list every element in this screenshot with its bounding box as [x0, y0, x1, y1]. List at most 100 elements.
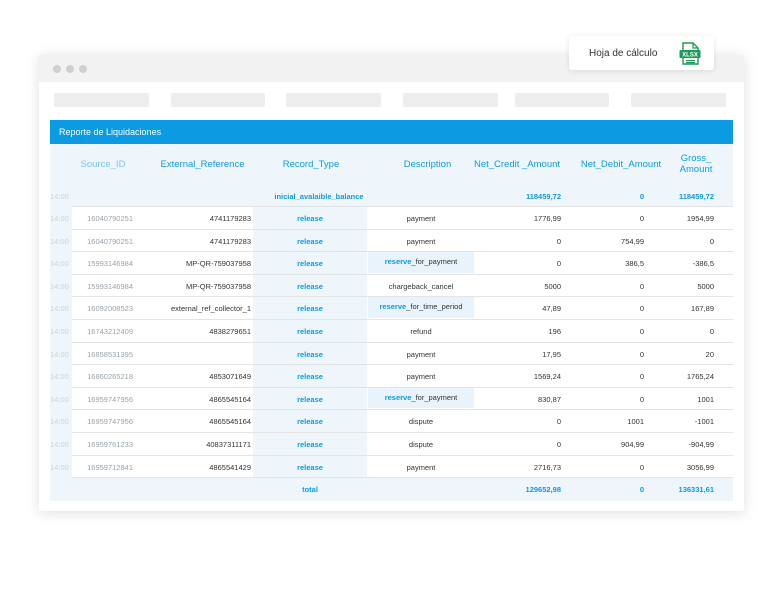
report-title: Reporte de Liquidaciones — [59, 127, 162, 137]
row-record-type: release — [297, 440, 323, 449]
total-label: total — [302, 485, 318, 494]
row-divider — [72, 296, 733, 298]
row-divider — [72, 273, 733, 275]
row-record-type: release — [297, 304, 323, 314]
row-net-debit: 754,99 — [621, 236, 644, 246]
row-description: payment — [406, 462, 436, 472]
row-time: 14:00 — [50, 440, 69, 449]
row-net-debit: 0 — [639, 372, 644, 382]
row-net-credit: 47,89 — [542, 304, 561, 314]
row-time: 14:00 — [50, 394, 69, 404]
spreadsheet-label: Hoja de cálculo — [589, 48, 658, 59]
row-divider — [72, 477, 733, 479]
row-gross: 3056,99 — [686, 462, 714, 472]
row-record-type: release — [297, 327, 323, 336]
toolbar-placeholder-2 — [171, 93, 265, 107]
spreadsheet-download-card[interactable]: Hoja de cálculo XLSX — [569, 36, 714, 70]
row-divider — [72, 341, 733, 343]
row-record-type: release — [297, 372, 323, 382]
row-source-id: 16959761233 — [87, 440, 133, 449]
initial-net-debit: 0 — [639, 192, 644, 201]
row-divider — [72, 206, 733, 207]
header-source-id[interactable]: Source_ID — [80, 158, 126, 170]
row-description: payment — [406, 236, 436, 246]
time-column-shade — [50, 144, 72, 501]
row-time: 14:00 — [50, 236, 69, 246]
svg-text:XLSX: XLSX — [682, 52, 698, 58]
row-record-type: release — [297, 259, 323, 269]
row-time: 14:00 — [50, 214, 69, 223]
header-net-debit[interactable]: Net_Debit_Amount — [580, 158, 662, 170]
window-dot-2[interactable] — [66, 65, 74, 73]
row-gross: -904,99 — [688, 440, 714, 449]
row-source-id: 16040790251 — [87, 236, 133, 246]
row-time: 14:00 — [50, 349, 69, 359]
row-external-reference: 4838279651 — [209, 327, 251, 336]
header-net-credit[interactable]: Net_Credit _Amount — [473, 158, 561, 170]
toolbar-placeholder-6 — [631, 93, 726, 107]
row-external-reference: MP-QR-759037958 — [185, 281, 251, 291]
row-description-keyword: reserve — [379, 302, 407, 312]
row-record-type: release — [297, 236, 323, 246]
row-record-type: release — [297, 394, 323, 404]
row-external-reference: MP-QR-759037958 — [185, 259, 251, 269]
row-external-reference: 4865541429 — [209, 462, 251, 472]
row-net-credit: 0 — [556, 440, 561, 449]
row-description-text: _for_payment — [411, 257, 458, 267]
row-net-credit: 830,87 — [538, 394, 561, 404]
row-net-credit: 0 — [556, 417, 561, 427]
row-net-credit: 196 — [548, 327, 561, 336]
row-source-id: 16858531395 — [87, 349, 133, 359]
row-divider — [72, 432, 733, 433]
row-external-reference: 4741179283 — [209, 214, 251, 223]
row-external-reference: 40837311171 — [206, 440, 251, 449]
row-net-debit: 0 — [639, 214, 644, 223]
row-source-id: 16743212409 — [87, 327, 133, 336]
initial-gross: 118459,72 — [678, 192, 714, 201]
row-net-credit: 0 — [556, 259, 561, 269]
header-record-type[interactable]: Record_Type — [282, 158, 340, 170]
row-description: payment — [406, 214, 436, 223]
row-source-id: 16860265218 — [87, 372, 133, 382]
xlsx-file-icon[interactable]: XLSX — [679, 42, 701, 66]
row-time: 14:00 — [50, 304, 69, 314]
row-divider — [72, 454, 733, 456]
header-external-reference[interactable]: External_Reference — [160, 158, 245, 170]
row-time: 14:00 — [50, 281, 69, 291]
row-net-debit: 0 — [639, 327, 644, 336]
row-time: 14:00 — [50, 462, 69, 472]
row-divider — [72, 409, 733, 411]
row-description: payment — [406, 372, 436, 382]
row-gross: 1765,24 — [686, 372, 714, 382]
row-record-type: release — [297, 462, 323, 472]
row-description: refund — [410, 327, 432, 336]
row-net-credit: 0 — [556, 236, 561, 246]
row-external-reference: 4741179283 — [209, 236, 251, 246]
report-header-bar: Reporte de Liquidaciones — [50, 120, 733, 144]
header-gross[interactable]: Gross_ Amount — [679, 153, 713, 175]
initial-time: 14:00 — [50, 192, 69, 201]
row-gross: 0 — [709, 327, 714, 336]
row-source-id: 16959747956 — [87, 394, 133, 404]
row-description: reserve_for_payment — [368, 252, 474, 273]
row-net-debit: 0 — [639, 394, 644, 404]
row-time: 14:00 — [50, 372, 69, 382]
row-source-id: 16959712841 — [87, 462, 133, 472]
window-dot-1[interactable] — [53, 65, 61, 73]
row-description: reserve_for_payment — [368, 387, 474, 409]
total-net-credit: 129652,98 — [525, 485, 561, 494]
header-description[interactable]: Description — [403, 158, 452, 170]
row-divider — [72, 228, 733, 230]
toolbar-placeholder-5 — [515, 93, 609, 107]
row-external-reference: external_ref_collector_1 — [170, 304, 251, 314]
row-record-type: release — [297, 281, 323, 291]
row-net-credit: 17,95 — [542, 349, 561, 359]
row-divider — [72, 251, 733, 253]
row-external-reference: 4853071649 — [209, 372, 251, 382]
row-description: dispute — [408, 417, 434, 427]
row-source-id: 16959747956 — [87, 417, 133, 427]
row-description-keyword: reserve — [384, 257, 412, 267]
row-source-id: 16040790251 — [87, 214, 133, 223]
window-dot-3[interactable] — [79, 65, 87, 73]
toolbar-placeholder-3 — [286, 93, 381, 107]
